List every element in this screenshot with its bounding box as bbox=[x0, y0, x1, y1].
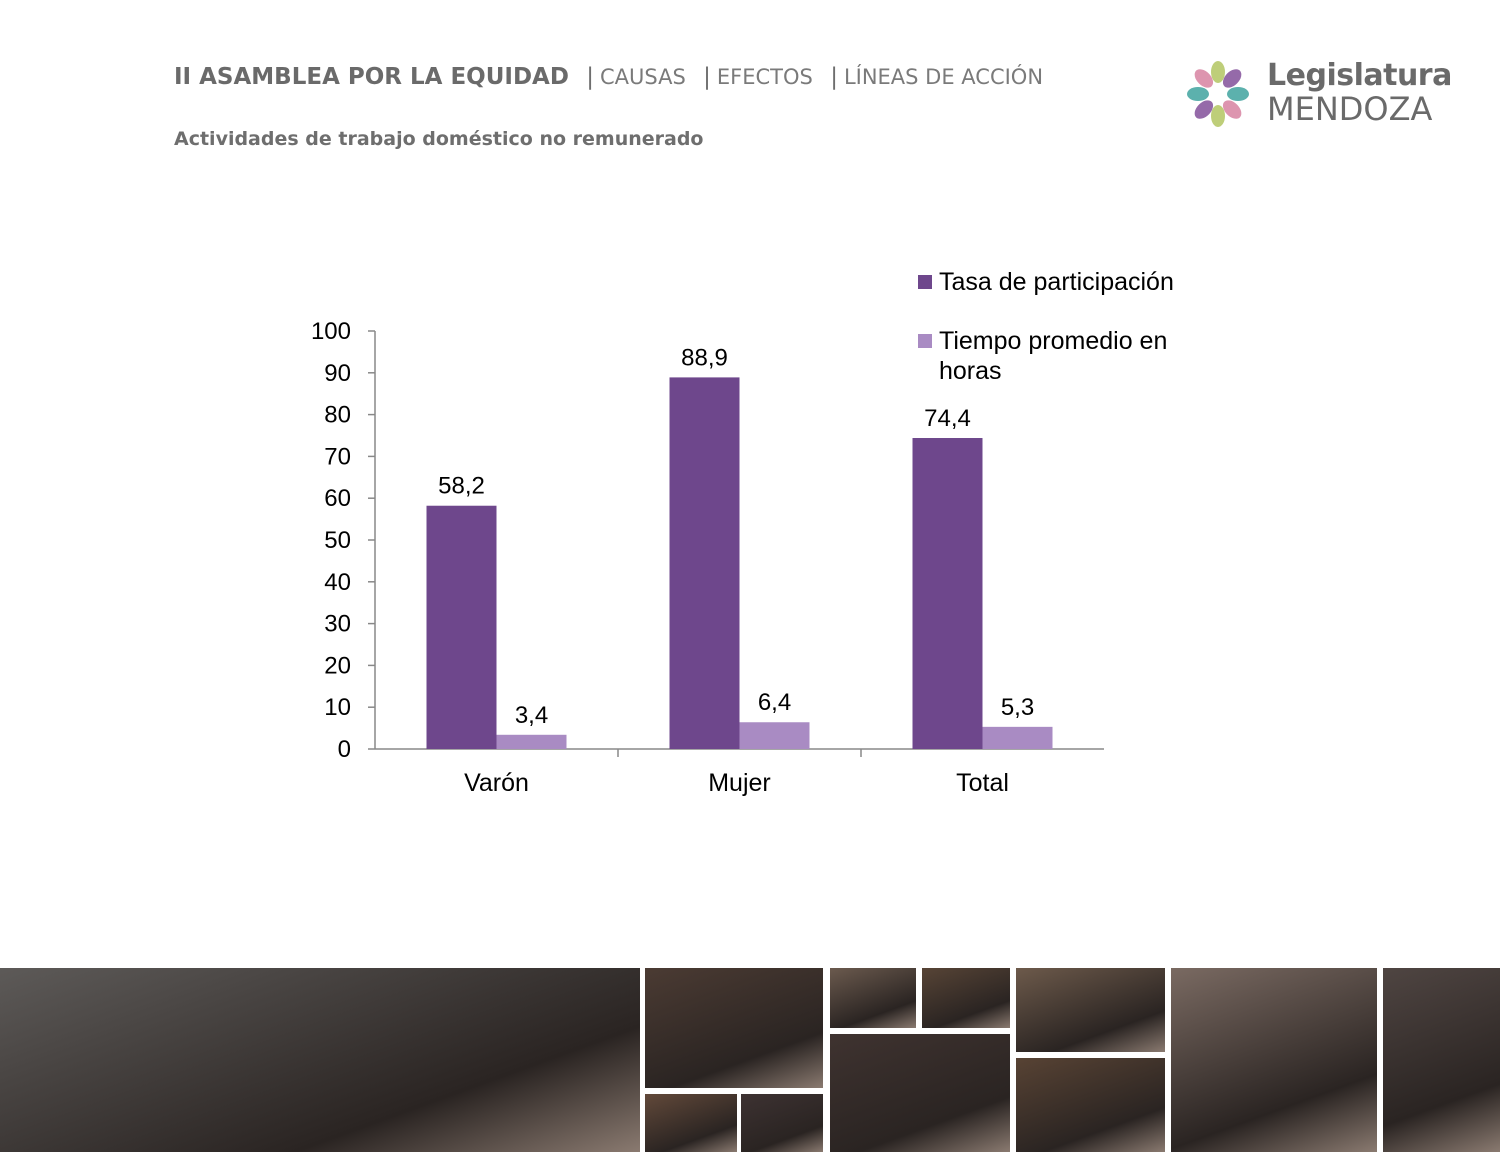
y-tick-label: 0 bbox=[338, 736, 351, 763]
x-tick-label: Varón bbox=[464, 769, 529, 797]
header-separator: | bbox=[586, 64, 595, 90]
bar bbox=[912, 438, 983, 749]
x-tick-label: Mujer bbox=[708, 769, 771, 797]
page-title: II ASAMBLEA POR LA EQUIDAD bbox=[174, 64, 569, 90]
bar bbox=[669, 377, 740, 749]
data-label: 74,4 bbox=[924, 405, 971, 432]
speaker-photo-4 bbox=[1383, 968, 1500, 1152]
session-photo-3 bbox=[830, 1034, 1010, 1152]
legend-swatch bbox=[918, 334, 932, 348]
speaker-photo-3 bbox=[1171, 968, 1377, 1152]
group-photo bbox=[0, 968, 640, 1152]
y-tick-label: 60 bbox=[324, 485, 351, 512]
nav-link-causas[interactable]: CAUSAS bbox=[600, 65, 686, 89]
bar bbox=[982, 726, 1053, 749]
legend-label: Tiempo promedio en bbox=[939, 327, 1167, 355]
session-photo-1 bbox=[830, 968, 916, 1028]
y-tick-label: 90 bbox=[324, 360, 351, 387]
bar bbox=[426, 505, 497, 749]
logo-petal bbox=[1227, 87, 1249, 101]
logo-petal bbox=[1194, 100, 1214, 119]
logo-petal bbox=[1211, 61, 1225, 83]
speaker-photo-1 bbox=[645, 968, 823, 1088]
y-tick-label: 30 bbox=[324, 611, 351, 638]
y-tick-label: 20 bbox=[324, 652, 351, 679]
page-header: II ASAMBLEA POR LA EQUIDAD | CAUSAS | EFEC… bbox=[174, 64, 1043, 90]
legend-swatch bbox=[918, 275, 932, 289]
y-tick-label: 10 bbox=[324, 694, 351, 721]
header-separator: | bbox=[830, 64, 838, 90]
logo-word-mendoza: MENDOZA bbox=[1267, 90, 1433, 128]
data-label: 58,2 bbox=[438, 473, 485, 500]
speaker-photo-2 bbox=[741, 1094, 823, 1152]
y-tick-label: 80 bbox=[324, 402, 351, 429]
logo-petal bbox=[1222, 69, 1242, 88]
bar bbox=[496, 734, 567, 749]
legend-label: horas bbox=[939, 357, 1002, 385]
nav-link-efectos[interactable]: EFECTOS bbox=[716, 65, 813, 89]
session-photo-6 bbox=[1016, 1058, 1165, 1152]
logo-petal bbox=[1187, 87, 1209, 101]
session-photo-2 bbox=[922, 968, 1010, 1028]
header-separator: | bbox=[703, 64, 711, 90]
data-label: 6,4 bbox=[758, 689, 791, 716]
logo-word-legislatura: Legislatura bbox=[1267, 58, 1452, 93]
data-label: 88,9 bbox=[681, 344, 728, 371]
y-tick-label: 40 bbox=[324, 569, 351, 596]
page-subtitle: Actividades de trabajo doméstico no remu… bbox=[174, 128, 704, 150]
x-tick-label: Total bbox=[956, 769, 1009, 797]
legislatura-logo: Legislatura MENDOZA bbox=[1183, 54, 1452, 134]
flower-logo-icon bbox=[1187, 61, 1249, 127]
logo-petal bbox=[1194, 69, 1214, 88]
y-tick-label: 50 bbox=[324, 527, 351, 554]
bar-chart: 0 10 20 30 40 50 60 70 80 90 100 Varón 58,2 3,4 Mujer 8… bbox=[311, 268, 1174, 797]
y-tick-label: 70 bbox=[324, 443, 351, 470]
bar bbox=[739, 722, 810, 749]
logo-petal bbox=[1211, 105, 1225, 127]
photo-strip bbox=[0, 968, 1500, 1152]
legend-label: Tasa de participación bbox=[939, 268, 1174, 296]
nav-link-lineas[interactable]: LÍNEAS DE ACCIÓN bbox=[843, 65, 1044, 89]
logo-petal bbox=[1222, 100, 1242, 119]
data-label: 5,3 bbox=[1001, 694, 1034, 721]
session-photo-5 bbox=[1016, 968, 1165, 1052]
session-photo-4 bbox=[645, 1094, 737, 1152]
y-tick-label: 100 bbox=[311, 318, 351, 345]
data-label: 3,4 bbox=[515, 702, 548, 729]
